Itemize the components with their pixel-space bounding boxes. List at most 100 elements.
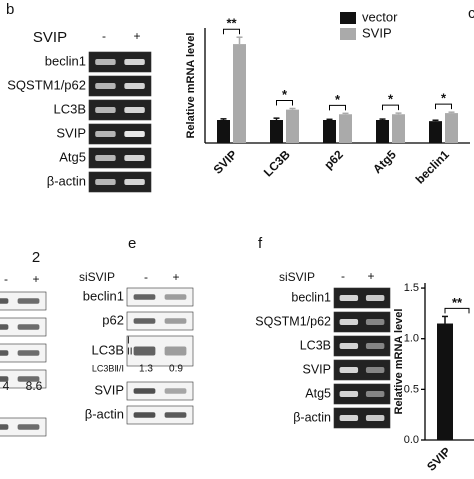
band xyxy=(133,388,156,394)
label: f xyxy=(258,235,263,252)
band xyxy=(17,424,40,430)
bar xyxy=(392,114,405,143)
label: β-actin xyxy=(47,173,86,188)
band xyxy=(339,367,359,373)
label: * xyxy=(441,91,447,106)
label: beclin1 xyxy=(45,53,86,68)
band xyxy=(95,59,116,65)
label: - xyxy=(144,270,148,284)
label: Atg5 xyxy=(370,147,399,176)
label: 1.5 xyxy=(404,282,419,294)
band xyxy=(0,424,9,430)
label: 1.3 xyxy=(139,364,153,375)
band xyxy=(164,388,187,394)
band xyxy=(133,412,156,418)
label: + xyxy=(172,270,179,284)
band xyxy=(95,155,116,161)
label: beclin1 xyxy=(83,288,124,303)
bar xyxy=(217,120,230,143)
band xyxy=(17,350,40,356)
gel xyxy=(88,99,152,121)
bar xyxy=(445,113,458,143)
band xyxy=(0,298,9,304)
label: p62 xyxy=(102,312,124,327)
band xyxy=(124,107,145,113)
gel xyxy=(333,383,391,405)
label: - xyxy=(341,269,345,283)
band xyxy=(164,412,187,418)
band xyxy=(365,295,385,301)
label: vector xyxy=(362,9,398,24)
legend-swatch xyxy=(340,28,356,40)
band xyxy=(365,367,385,373)
gel xyxy=(333,311,391,333)
bar xyxy=(323,120,336,143)
significance-bracket xyxy=(223,28,240,35)
band xyxy=(124,131,145,137)
gel xyxy=(126,405,194,425)
label: * xyxy=(282,87,288,102)
band xyxy=(95,83,116,89)
label: SVIP xyxy=(211,147,240,176)
band xyxy=(0,324,9,330)
significance-bracket xyxy=(382,104,399,111)
band xyxy=(339,343,359,349)
label: - xyxy=(102,29,106,43)
label: - xyxy=(4,272,8,286)
bar xyxy=(286,109,299,143)
gel xyxy=(88,147,152,169)
gel xyxy=(88,171,152,193)
band xyxy=(95,131,116,137)
band xyxy=(164,318,187,324)
band xyxy=(339,295,359,301)
label: e xyxy=(128,235,136,252)
label: ** xyxy=(226,16,237,31)
label: Atg5 xyxy=(59,149,86,164)
label: SVIP xyxy=(94,382,124,397)
gel xyxy=(333,335,391,357)
label: SQSTM1/p62 xyxy=(255,314,331,328)
label: siSVIP xyxy=(79,270,115,284)
bar xyxy=(339,114,352,143)
label: 1.0 xyxy=(404,333,419,345)
band xyxy=(339,415,359,421)
label: ** xyxy=(452,295,463,310)
label: SVIP xyxy=(424,444,453,473)
bar xyxy=(233,44,246,143)
label: 0.5 xyxy=(404,383,419,395)
band xyxy=(0,376,9,382)
band xyxy=(124,83,145,89)
label: Atg5 xyxy=(305,386,331,400)
band xyxy=(95,179,116,185)
legend-swatch xyxy=(340,12,356,24)
band xyxy=(17,324,40,330)
gel xyxy=(333,287,391,309)
bar xyxy=(376,120,389,143)
label: I xyxy=(127,336,130,347)
gel xyxy=(88,75,152,97)
label: 2 xyxy=(32,249,40,266)
band xyxy=(17,298,40,304)
band xyxy=(365,415,385,421)
label: * xyxy=(388,92,394,107)
band xyxy=(124,155,145,161)
band xyxy=(124,59,145,65)
significance-bracket xyxy=(276,100,293,106)
label: SVIP xyxy=(56,125,86,140)
bar xyxy=(270,120,283,143)
label: 0.0 xyxy=(404,434,419,446)
label: SQSTM1/p62 xyxy=(7,77,86,92)
label: SVIP xyxy=(303,362,332,376)
label: LC3B xyxy=(91,342,124,357)
band xyxy=(164,346,187,356)
gel xyxy=(126,381,194,401)
label: p62 xyxy=(321,147,346,172)
band xyxy=(365,391,385,397)
label: * xyxy=(335,92,341,107)
label: beclin1 xyxy=(291,290,331,304)
gel xyxy=(126,287,194,307)
label: LC3B xyxy=(53,101,86,116)
bar xyxy=(429,121,442,143)
band xyxy=(133,294,156,300)
gel xyxy=(88,51,152,73)
